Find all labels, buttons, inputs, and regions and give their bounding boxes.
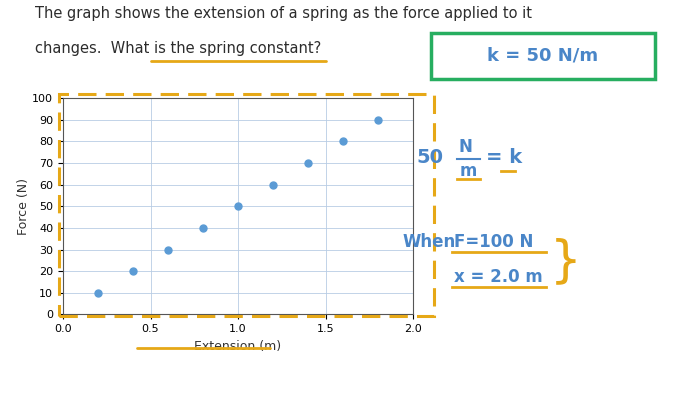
Text: = k: = k <box>486 148 523 167</box>
Text: x = 2.0 m: x = 2.0 m <box>454 268 542 286</box>
Text: The graph shows the extension of a spring as the force applied to it: The graph shows the extension of a sprin… <box>35 6 532 21</box>
Point <box>267 182 279 188</box>
Text: When: When <box>402 233 456 251</box>
Point <box>302 160 314 166</box>
Text: m: m <box>460 162 477 180</box>
Point <box>92 290 104 296</box>
Y-axis label: Force (N): Force (N) <box>17 178 29 235</box>
Point <box>197 225 209 231</box>
Text: changes.  What is the spring constant?: changes. What is the spring constant? <box>35 41 321 56</box>
Point <box>372 117 384 123</box>
Text: 50: 50 <box>416 148 444 167</box>
Text: F=100 N: F=100 N <box>454 233 533 251</box>
Text: }: } <box>550 237 581 285</box>
Text: N: N <box>458 138 472 156</box>
X-axis label: Extension (m): Extension (m) <box>195 340 281 353</box>
Point <box>127 268 139 274</box>
Point <box>162 246 174 253</box>
Text: k = 50 N/m: k = 50 N/m <box>487 47 598 65</box>
Point <box>337 138 349 145</box>
Point <box>232 203 244 209</box>
